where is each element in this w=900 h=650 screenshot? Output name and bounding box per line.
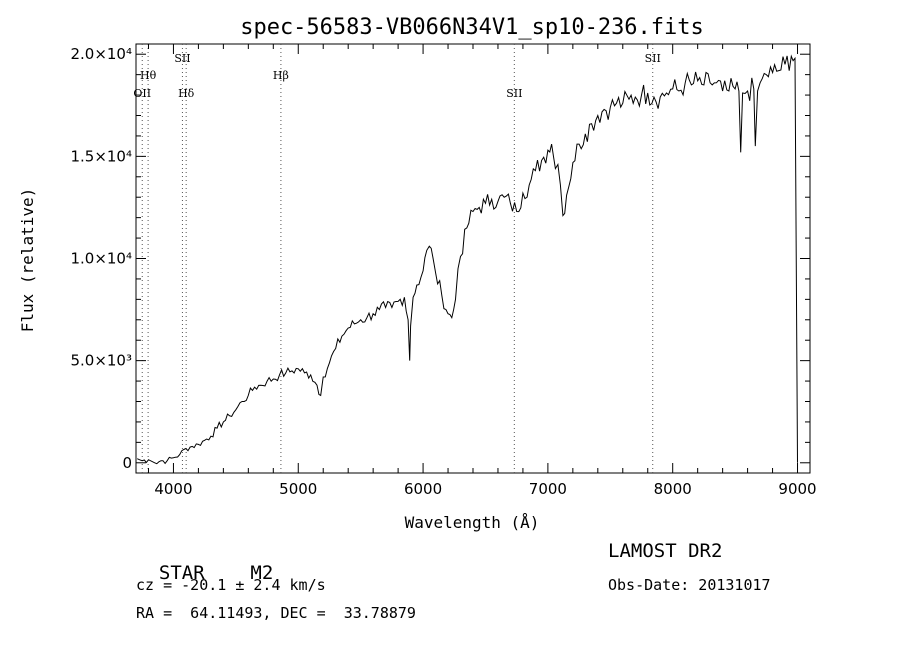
emission-line-label: Hβ [273, 69, 289, 82]
emission-line-label: SII [506, 87, 522, 100]
y-tick-label: 5.0×10³ [70, 352, 132, 370]
y-tick-label: 1.5×10⁴ [70, 147, 132, 165]
redshift-cz: cz = -20.1 ± 2.4 km/s [136, 576, 326, 594]
x-tick-label: 8000 [654, 480, 692, 498]
emission-line-markers: OII Hθ Hδ SII Hβ SII SII [133, 44, 661, 473]
x-tick-label: 5000 [279, 480, 317, 498]
y-tick-label: 1.0×10⁴ [70, 250, 132, 268]
x-tick-label: 6000 [404, 480, 442, 498]
object-class: STAR M2 [136, 540, 273, 584]
emission-line-label: SII [645, 52, 661, 65]
emission-line-label: SII [174, 52, 190, 65]
emission-line-label: OII [133, 87, 151, 100]
x-tick-label: 7000 [529, 480, 567, 498]
y-tick-label: 2.0×10⁴ [70, 45, 132, 63]
survey-name: LAMOST DR2 [608, 540, 723, 562]
object-class-value: STAR [158, 562, 205, 584]
chart-title: spec-56583-VB066N34V1_sp10-236.fits [240, 15, 704, 40]
observation-date: Obs-Date: 20131017 [608, 576, 771, 594]
emission-line-label: Hδ [178, 87, 195, 100]
spectrum-series-line [136, 54, 798, 465]
object-subclass-value: M2 [250, 562, 274, 584]
x-axis-ticks: 4000 5000 6000 7000 8000 9000 [147, 44, 817, 498]
ra-dec-coordinates: RA = 64.11493, DEC = 33.78879 [136, 604, 416, 622]
y-axis-ticks: 0 5.0×10³ 1.0×10⁴ 1.5×10⁴ 2.0×10⁴ [70, 45, 810, 472]
emission-line-label: Hθ [140, 69, 157, 82]
x-axis-label: Wavelength (Å) [405, 513, 540, 532]
y-axis-label: Flux (relative) [18, 188, 37, 333]
x-tick-label: 9000 [778, 480, 816, 498]
x-tick-label: 4000 [154, 480, 192, 498]
y-tick-label: 0 [122, 454, 132, 472]
